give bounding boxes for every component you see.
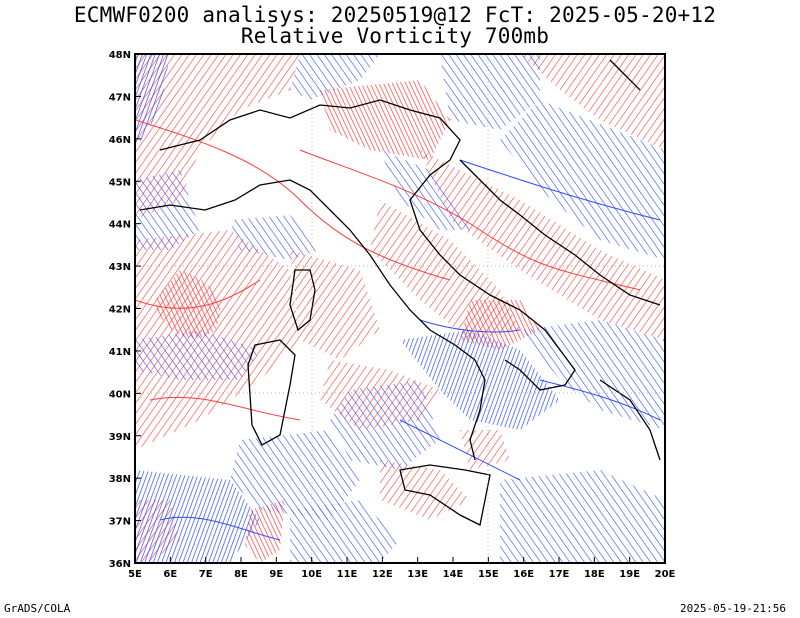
latitude-axis: 48N 47N 46N 45N 44N 43N 42N 41N 40N 39N 38N 37N 36N [109,50,141,570]
map-subtitle: Relative Vorticity 700mb [240,24,550,48]
footer-timestamp: 2025-05-19-21:56 [680,602,786,615]
lat-tick-label: 42N [109,305,131,316]
lon-tick-label: 16E [513,569,534,580]
longitude-axis: 5E 6E 7E 8E 9E 10E 11E 12E 13E 14E 15E 16E 17E 18E 19E… [128,557,676,580]
negative-vorticity-areas [135,54,665,563]
lon-tick-label: 7E [199,569,213,580]
lon-tick-label: 19E [619,569,640,580]
lon-tick-label: 20E [655,569,676,580]
lat-tick-label: 39N [109,432,131,443]
lat-tick-label: 48N [109,50,131,61]
lon-tick-label: 18E [584,569,605,580]
footer-credit: GrADS/COLA [4,602,71,615]
lat-tick-label: 44N [109,220,131,231]
lat-tick-label: 46N [109,135,131,146]
lon-tick-label: 10E [301,569,322,580]
lon-tick-label: 14E [443,569,464,580]
lon-tick-label: 13E [407,569,428,580]
lat-tick-label: 37N [109,517,131,528]
lat-tick-label: 38N [109,474,131,485]
map-title: ECMWF0200 analisys: 20250519@12 FcT: 202… [73,3,717,27]
lon-tick-label: 8E [234,569,248,580]
grid-lines [135,54,665,563]
lon-tick-label: 12E [372,569,393,580]
lat-tick-label: 41N [109,347,131,358]
lon-tick-label: 11E [337,569,358,580]
lat-tick-label: 40N [109,389,131,400]
lat-tick-label: 43N [109,262,131,273]
lat-tick-label: 47N [109,92,131,103]
lon-tick-label: 9E [269,569,283,580]
lon-tick-label: 17E [549,569,570,580]
contour-lines [135,119,661,541]
lat-tick-label: 36N [109,559,131,570]
lon-tick-label: 15E [478,569,499,580]
lon-tick-label: 6E [163,569,177,580]
lat-tick-label: 45N [109,177,131,188]
vorticity-field [135,54,665,563]
coastlines [139,59,661,526]
lon-tick-label: 5E [128,569,142,580]
